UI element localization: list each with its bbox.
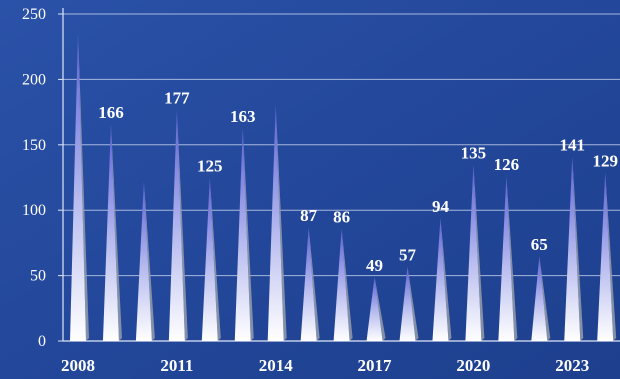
y-tick-label-250: 250 xyxy=(22,6,46,23)
bar-2014 xyxy=(267,104,284,341)
bar-2013 xyxy=(234,127,251,342)
x-tick-label-2023: 2023 xyxy=(555,356,589,375)
bar-2021 xyxy=(498,176,515,341)
data-label-2022: 65 xyxy=(531,235,548,254)
data-label-2021: 126 xyxy=(494,155,520,174)
data-label-2013: 163 xyxy=(230,107,256,126)
bar-2023 xyxy=(564,156,581,341)
y-tick-label-50: 50 xyxy=(30,268,46,285)
bar-2009 xyxy=(102,123,119,341)
x-tick-label-2011: 2011 xyxy=(160,356,193,375)
bar-shadow-2024 xyxy=(605,172,617,341)
bar-shadow-2019 xyxy=(440,218,452,341)
bar-2020 xyxy=(465,164,482,341)
data-label-2018: 57 xyxy=(399,245,417,264)
bar-2010 xyxy=(135,181,152,341)
data-label-2017: 49 xyxy=(366,256,383,275)
data-labels: 166 177 125 163 87 86 49 57 94 135 126 65 141 129 xyxy=(98,88,618,274)
data-label-2019: 94 xyxy=(432,197,450,216)
y-tick-label-0: 0 xyxy=(38,333,46,350)
bar-shadow-2016 xyxy=(341,228,353,341)
tick-labels: 0 50 100 150 200 250 2008 2011 2014 2017 2020 2023 xyxy=(22,6,589,375)
data-label-2009: 166 xyxy=(98,103,124,122)
x-tick-label-2008: 2008 xyxy=(61,356,95,375)
bar-2015 xyxy=(300,227,317,341)
bar-shadow-2012 xyxy=(209,177,221,341)
bar-shadow-2009 xyxy=(110,123,122,341)
bar-2022 xyxy=(531,255,548,341)
bar-shadow-2014 xyxy=(275,104,287,341)
bar-2008 xyxy=(70,32,86,341)
data-label-2012: 125 xyxy=(197,157,223,176)
x-tick-label-2020: 2020 xyxy=(456,356,490,375)
grid-lines xyxy=(63,13,620,277)
data-label-2024: 129 xyxy=(592,151,618,170)
bar-shadow-2023 xyxy=(572,156,584,341)
bar-2011 xyxy=(168,109,185,341)
bar-2019 xyxy=(432,218,449,341)
data-label-2016: 86 xyxy=(333,208,350,227)
bar-2016 xyxy=(333,228,350,341)
bar-shadow-2018 xyxy=(407,266,419,341)
bar-shadow-2013 xyxy=(242,127,254,342)
bars xyxy=(70,32,617,342)
y-tick-label-150: 150 xyxy=(22,137,46,154)
bar-shadow-2017 xyxy=(374,276,386,341)
data-label-2020: 135 xyxy=(461,143,487,162)
y-tick-label-200: 200 xyxy=(22,71,46,88)
bar-2012 xyxy=(201,177,218,341)
bar-2024 xyxy=(597,172,614,341)
bar-2018 xyxy=(399,266,416,341)
bar-2017 xyxy=(366,276,383,341)
data-label-2023: 141 xyxy=(560,136,586,155)
bar-shadow-2010 xyxy=(143,181,155,341)
y-tick-label-100: 100 xyxy=(22,202,46,219)
bar-shadow-2008 xyxy=(78,32,89,341)
bar-shadow-2021 xyxy=(506,176,518,341)
x-tick-label-2014: 2014 xyxy=(259,356,294,375)
bar-shadow-2015 xyxy=(308,227,320,341)
data-label-2011: 177 xyxy=(164,88,190,107)
bar-shadow-2022 xyxy=(539,255,551,341)
bar-shadow-2011 xyxy=(176,109,188,341)
x-tick-label-2017: 2017 xyxy=(358,356,393,375)
bar-shadow-2020 xyxy=(473,164,485,341)
data-label-2015: 87 xyxy=(300,206,318,225)
